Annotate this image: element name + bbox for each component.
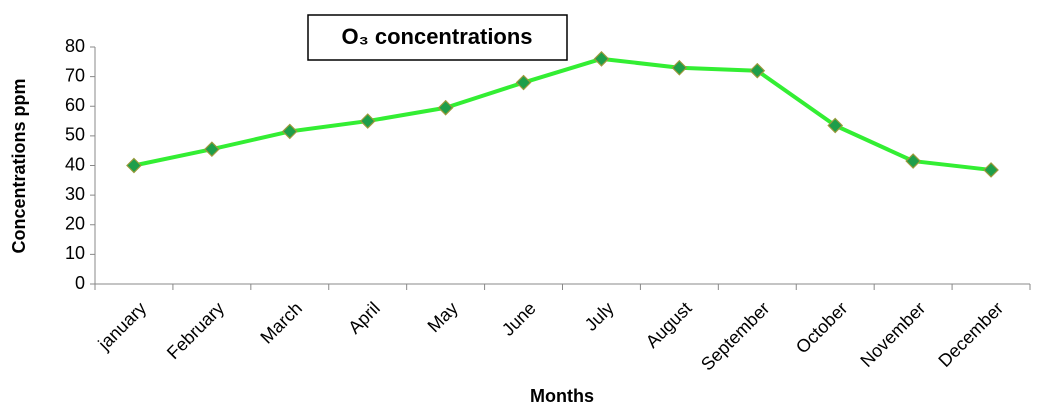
y-tick-label: 60 (65, 95, 85, 115)
y-tick-label: 30 (65, 184, 85, 204)
marker (359, 113, 376, 129)
y-tick-label: 80 (65, 36, 85, 56)
x-tick-label: December (934, 298, 1007, 371)
marker (749, 62, 766, 79)
title-box (307, 14, 568, 61)
chart-title: O₃ concentrations (341, 24, 532, 49)
x-tick-label: April (344, 298, 384, 338)
x-tick-label: May (424, 298, 462, 336)
y-tick-label: 20 (65, 214, 85, 234)
x-tick-label: November (856, 298, 929, 371)
x-tick-label: October (792, 298, 851, 357)
x-tick-label: September (697, 298, 773, 374)
x-tick-label: March (256, 298, 306, 348)
x-tick-label: january (94, 298, 151, 355)
x-tick-label: February (163, 298, 228, 363)
marker (905, 153, 921, 169)
marker (593, 51, 610, 67)
marker (983, 162, 999, 178)
y-tick-label: 10 (65, 243, 85, 263)
marker (515, 74, 532, 91)
y-tick-label: 40 (65, 154, 85, 174)
line (133, 56, 992, 172)
x-axis-label: Months (530, 386, 594, 406)
marker (827, 117, 844, 134)
y-axis-label: Concentrations ppm (9, 78, 29, 253)
marker (671, 59, 688, 76)
marker (281, 123, 298, 140)
marker (204, 141, 220, 158)
marker (437, 99, 454, 116)
y-tick-label: 0 (75, 273, 85, 293)
x-tick-label: July (581, 298, 618, 335)
marker (126, 157, 142, 174)
x-tick-label: August (642, 298, 696, 352)
y-tick-label: 50 (65, 125, 85, 145)
y-tick-label: 70 (65, 65, 85, 85)
x-tick-label: June (498, 298, 540, 340)
